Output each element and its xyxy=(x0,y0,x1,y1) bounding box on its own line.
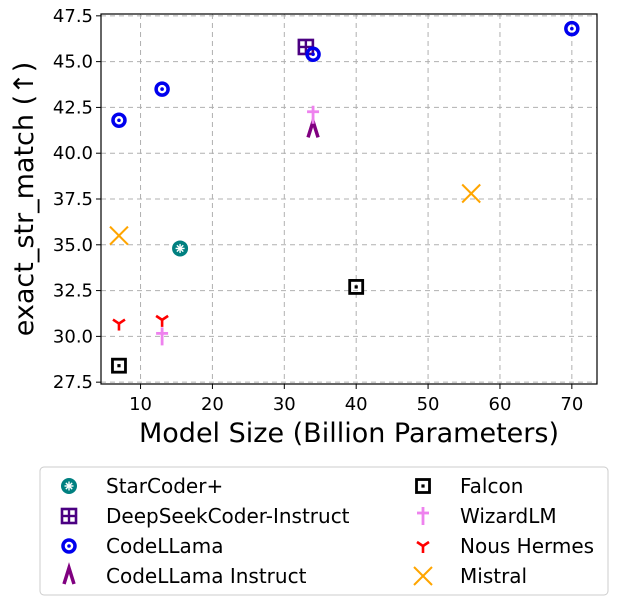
x-tick-label: 60 xyxy=(489,394,512,415)
legend-marker-mistral xyxy=(413,566,433,586)
x-tick-label: 70 xyxy=(560,394,583,415)
marker-wedge xyxy=(306,115,320,138)
point-codellama xyxy=(564,20,580,37)
marker-diag xyxy=(413,566,433,586)
point-codellama xyxy=(111,112,127,128)
axis-ticks: 10 20 30 40 50 60 70 27.5 30.0 32.5 35.0 37.5 40.0 42… xyxy=(53,6,583,415)
legend-label-mistral: Mistral xyxy=(460,564,527,588)
legend-label-codellama: CodeLLama xyxy=(106,534,223,558)
legend-marker-deepseekcoder-instruct xyxy=(60,507,78,525)
marker-arm xyxy=(112,318,120,325)
x-tick-label: 40 xyxy=(345,394,368,415)
marker-dot xyxy=(117,364,121,368)
data-points xyxy=(109,20,580,374)
y-tick-label: 30.0 xyxy=(53,326,93,347)
legend-marker-wizardlm xyxy=(417,507,429,525)
marker-arm xyxy=(161,314,169,321)
legend-label-starcoder-: StarCoder+ xyxy=(106,474,223,498)
legend-marker-codellama-instruct xyxy=(62,562,76,585)
point-mistral xyxy=(461,183,481,204)
marker-dot xyxy=(67,544,71,548)
marker-wedge xyxy=(62,562,76,585)
marker-dot xyxy=(311,52,315,57)
marker-diag xyxy=(461,183,481,204)
marker-dot xyxy=(160,87,164,91)
legend-box xyxy=(39,466,609,596)
grid-lines xyxy=(101,14,597,384)
marker-arm xyxy=(422,540,430,548)
y-tick-label: 27.5 xyxy=(53,372,93,393)
x-tick-label: 10 xyxy=(129,394,152,415)
legend-marker-codellama xyxy=(61,538,77,554)
point-nous-hermes xyxy=(112,318,126,331)
x-tick-label: 50 xyxy=(417,394,440,415)
legend-marker-starcoder- xyxy=(61,478,77,494)
marker-arm xyxy=(118,318,126,325)
point-falcon xyxy=(111,357,127,374)
marker-spoke xyxy=(176,244,184,253)
y-axis-label: exact_str_match (↑) xyxy=(9,62,40,337)
point-mistral xyxy=(109,225,129,246)
legend-label-nous-hermes: Nous Hermes xyxy=(460,534,594,558)
marker-dot xyxy=(354,285,358,289)
x-tick-label: 30 xyxy=(273,394,296,415)
legend-label-deepseekcoder-instruct: DeepSeekCoder-Instruct xyxy=(106,504,350,528)
marker-ring xyxy=(564,20,580,37)
point-starcoder- xyxy=(172,240,189,257)
y-tick-label: 45.0 xyxy=(53,52,93,73)
point-codellama xyxy=(305,46,321,63)
y-tick-label: 47.5 xyxy=(53,6,93,27)
marker-dot xyxy=(570,26,574,31)
point-falcon xyxy=(348,279,365,295)
marker-ring xyxy=(154,81,170,97)
marker-diag xyxy=(109,225,129,246)
y-tick-label: 35.0 xyxy=(53,235,93,256)
legend-marker-nous-hermes xyxy=(416,540,430,553)
y-tick-label: 42.5 xyxy=(53,97,93,118)
marker-ring xyxy=(305,46,321,63)
point-wizardlm xyxy=(307,105,320,124)
legend-entries: StarCoder+ DeepSeekCoder-Instruct CodeLLam… xyxy=(60,474,594,588)
marker-dot xyxy=(117,118,121,123)
x-axis-label: Model Size (Billion Parameters) xyxy=(139,418,559,449)
legend-label-codellama-instruct: CodeLLama Instruct xyxy=(106,564,307,588)
marker-arm xyxy=(155,314,163,321)
marker-arm xyxy=(416,540,424,548)
marker-ring xyxy=(61,538,77,554)
point-nous-hermes xyxy=(155,314,169,327)
y-tick-label: 40.0 xyxy=(53,143,93,164)
legend-label-falcon: Falcon xyxy=(460,474,523,498)
y-tick-label: 32.5 xyxy=(53,281,93,302)
point-codellama-instruct xyxy=(306,115,320,138)
marker-square xyxy=(415,478,431,494)
marker-square xyxy=(111,357,127,374)
point-codellama xyxy=(154,81,170,97)
marker-dot xyxy=(421,484,425,488)
marker-spoke xyxy=(65,482,73,490)
marker-ring xyxy=(111,112,127,128)
marker-square xyxy=(348,279,365,295)
legend-marker-falcon xyxy=(415,478,431,494)
x-tick-label: 20 xyxy=(201,394,224,415)
y-tick-label: 37.5 xyxy=(53,189,93,210)
legend-label-wizardlm: WizardLM xyxy=(460,504,557,528)
point-wizardlm xyxy=(156,327,169,346)
legend: StarCoder+ DeepSeekCoder-Instruct CodeLLam… xyxy=(39,466,609,596)
